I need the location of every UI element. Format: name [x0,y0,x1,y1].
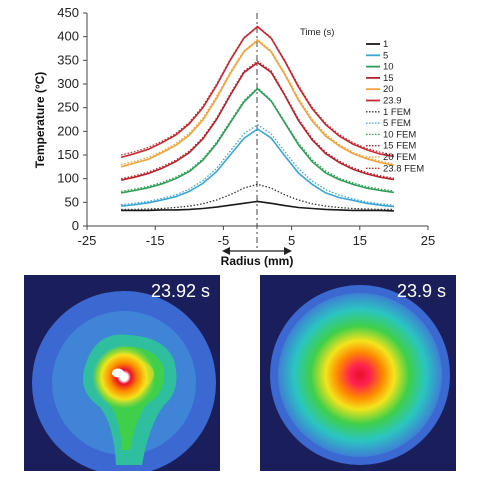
y-tick-label: 450 [57,5,79,20]
y-tick-label: 150 [57,147,79,162]
legend-title: Time (s) [300,27,334,38]
x-tick-label: -15 [146,233,165,248]
y-tick-label: 100 [57,171,79,186]
legend-entry: 15 FEM [383,141,416,152]
legend-entry: 10 FEM [383,129,416,140]
x-tick-label: 5 [288,233,295,248]
thermal-label-left: 23.92 s [150,281,210,301]
legend-entry: 10 [383,62,394,73]
x-tick-label: -5 [218,233,230,248]
thermal-label-right: 23.9 s [396,281,446,301]
series-line [120,25,395,156]
legend-entry: 15 [383,73,394,84]
legend-entry: 5 [383,50,388,61]
x-tick-label: 15 [353,233,367,248]
series-line [121,123,394,206]
x-axis-label: Radius (mm) [221,254,294,268]
x-tick-label: -25 [78,233,97,248]
thermal-image-simulation: 23.9 s [260,275,456,471]
series-line [120,87,395,194]
x-tick-label: 25 [421,233,435,248]
legend-entry: 5 FEM [383,118,411,129]
y-tick-label: 300 [57,76,79,91]
legend-entry: 23.9 [383,96,402,107]
y-tick-label: 400 [57,29,79,44]
series-line [120,60,395,180]
y-axis: 0 50 100 150 200 250 300 350 400 450 [57,5,88,233]
y-tick-label: 50 [65,194,79,209]
y-tick-label: 350 [57,52,79,67]
legend-entry: 23.8 FEM [383,163,424,174]
series-line [121,128,394,208]
series-lines [120,25,395,212]
y-tick-label: 0 [72,218,79,233]
legend-entry: 1 [383,39,388,50]
thermal-image-experiment: 23.92 s [24,275,220,471]
y-axis-label: Temperature (°C) [33,72,47,169]
series-line [120,61,395,181]
radius-arrow [222,247,292,255]
y-tick-label: 200 [57,123,79,138]
series-line [120,86,394,193]
legend-entry: 1 FEM [383,107,411,118]
legend-entry: 20 FEM [383,152,416,163]
series-line [120,38,395,166]
x-axis: -25 -15 -5 5 15 25 [78,225,435,248]
y-tick-label: 250 [57,100,79,115]
series-line [121,200,394,212]
series-line [120,39,395,168]
series-line [121,183,394,211]
legend-entry: 20 [383,84,394,95]
